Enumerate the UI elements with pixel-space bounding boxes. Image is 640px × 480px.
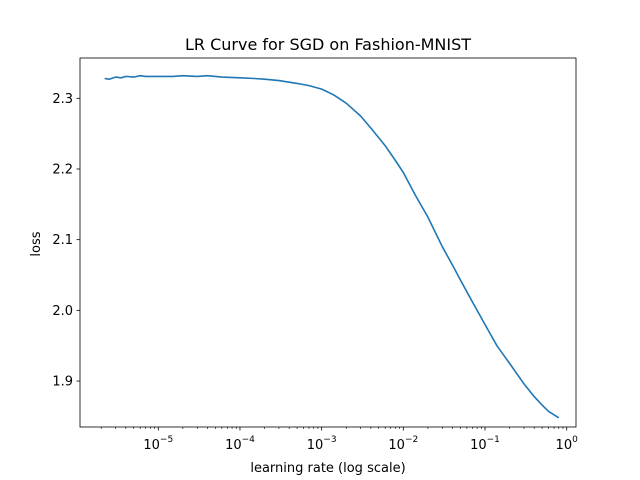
x-tick-base: 10 xyxy=(143,438,160,453)
x-axis-label: learning rate (log scale) xyxy=(250,461,405,476)
plot-frame xyxy=(79,57,577,428)
x-tick-label: 10−2 xyxy=(388,435,418,453)
x-tick-exponent: −4 xyxy=(242,435,256,445)
y-tick-label: 2.3 xyxy=(52,92,73,107)
y-tick-label: 1.9 xyxy=(52,375,73,390)
x-tick-exponent: −5 xyxy=(160,435,173,445)
loss-curve-line xyxy=(104,74,560,419)
y-axis-label: loss xyxy=(29,231,44,256)
x-tick-exponent: −1 xyxy=(487,435,500,445)
chart-title: LR Curve for SGD on Fashion-MNIST xyxy=(185,35,471,54)
x-tick-base: 10 xyxy=(388,438,405,453)
x-tick-label: 100 xyxy=(556,435,579,453)
x-tick-exponent: −3 xyxy=(323,435,336,445)
y-tick-label: 2.1 xyxy=(52,233,73,248)
x-tick-exponent: 0 xyxy=(572,435,578,445)
x-tick-label: 10−1 xyxy=(470,435,500,453)
x-tick-label: 10−3 xyxy=(307,435,337,453)
y-tick-label: 2.2 xyxy=(52,162,73,177)
x-tick-base: 10 xyxy=(556,438,573,453)
x-tick-label: 10−4 xyxy=(225,435,255,453)
x-tick-exponent: −2 xyxy=(405,435,418,445)
x-tick-base: 10 xyxy=(225,438,242,453)
x-tick-label: 10−5 xyxy=(143,435,173,453)
y-tick-label: 2.0 xyxy=(52,304,73,319)
x-tick-base: 10 xyxy=(470,438,487,453)
x-tick-base: 10 xyxy=(307,438,324,453)
